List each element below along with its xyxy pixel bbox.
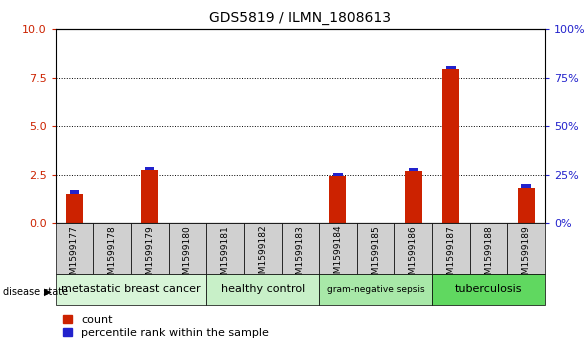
Bar xyxy=(333,173,343,176)
Text: GSM1599186: GSM1599186 xyxy=(409,225,418,286)
Bar xyxy=(432,223,470,274)
Bar xyxy=(206,223,244,274)
Text: GSM1599178: GSM1599178 xyxy=(108,225,117,286)
Bar xyxy=(281,223,319,274)
Text: disease state: disease state xyxy=(3,287,68,297)
Bar xyxy=(70,190,79,194)
Legend: count, percentile rank within the sample: count, percentile rank within the sample xyxy=(61,312,271,340)
Bar xyxy=(522,184,531,188)
Bar xyxy=(394,223,432,274)
Text: tuberculosis: tuberculosis xyxy=(455,285,522,294)
Bar xyxy=(507,223,545,274)
Text: GSM1599185: GSM1599185 xyxy=(371,225,380,286)
Text: GSM1599180: GSM1599180 xyxy=(183,225,192,286)
Text: gram-negative sepsis: gram-negative sepsis xyxy=(327,285,424,294)
Text: GSM1599179: GSM1599179 xyxy=(145,225,154,286)
Text: GSM1599181: GSM1599181 xyxy=(220,225,230,286)
Text: healthy control: healthy control xyxy=(220,285,305,294)
Bar xyxy=(319,274,432,305)
Title: GDS5819 / ILMN_1808613: GDS5819 / ILMN_1808613 xyxy=(209,11,391,25)
Bar xyxy=(470,223,507,274)
Text: GSM1599182: GSM1599182 xyxy=(258,225,267,285)
Bar xyxy=(141,170,158,223)
Bar xyxy=(446,66,455,69)
Bar xyxy=(405,171,422,223)
Bar xyxy=(131,223,169,274)
Bar xyxy=(517,188,534,223)
Bar xyxy=(329,176,346,223)
Text: GSM1599189: GSM1599189 xyxy=(522,225,531,286)
Bar xyxy=(145,167,155,170)
Text: GSM1599183: GSM1599183 xyxy=(296,225,305,286)
Text: GSM1599184: GSM1599184 xyxy=(333,225,342,285)
Bar xyxy=(244,223,281,274)
Bar xyxy=(432,274,545,305)
Bar xyxy=(206,274,319,305)
Text: GSM1599187: GSM1599187 xyxy=(447,225,455,286)
Bar xyxy=(56,223,93,274)
Text: metastatic breast cancer: metastatic breast cancer xyxy=(61,285,201,294)
Bar xyxy=(408,168,418,171)
Bar xyxy=(56,274,206,305)
Bar xyxy=(319,223,357,274)
Text: GSM1599188: GSM1599188 xyxy=(484,225,493,286)
Bar xyxy=(93,223,131,274)
Bar xyxy=(66,194,83,223)
Bar xyxy=(357,223,394,274)
Text: ▶: ▶ xyxy=(43,287,51,297)
Bar xyxy=(169,223,206,274)
Bar xyxy=(442,69,459,223)
Text: GSM1599177: GSM1599177 xyxy=(70,225,79,286)
